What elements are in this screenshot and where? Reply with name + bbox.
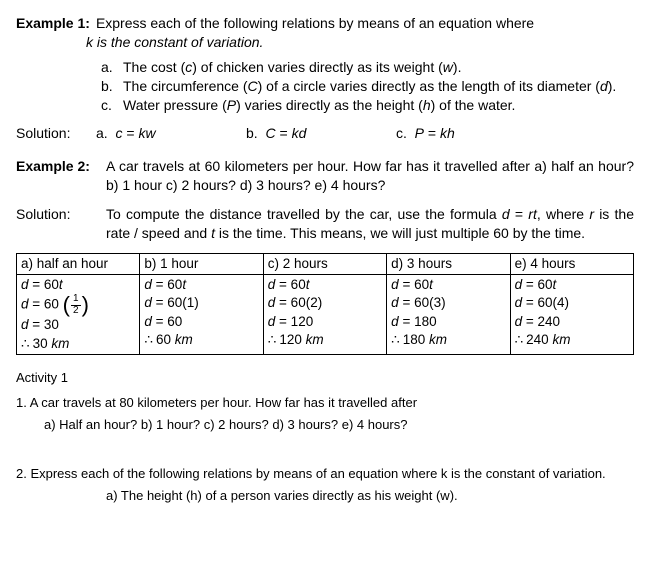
calc-line: d = 60t [391,276,505,294]
example-2-label: Example 2: [16,157,106,195]
activity-title: Activity 1 [16,369,634,387]
solution-label: Solution: [16,205,106,243]
table-cell: a) half an hour [17,253,140,274]
col-head: d) 3 hours [391,255,505,273]
solution-2: Solution: To compute the distance travel… [16,205,634,243]
calculation-table: a) half an hour b) 1 hour c) 2 hours d) … [16,253,634,355]
example-2-text: A car travels at 60 kilometers per hour.… [106,157,634,195]
example-1-heading: Example 1: Express each of the following… [16,14,634,33]
list-item: a. The cost (c) of chicken varies direct… [101,58,634,77]
table-cell: d = 60t d = 60(3) d = 180 180 km [387,275,510,355]
col-head: a) half an hour [21,255,135,273]
solution-1: Solution: a. c = kw b. C = kd c. P = kh [16,124,634,143]
calc-answer: 120 km [268,331,382,349]
calc-line: d = 120 [268,313,382,331]
calc-line: d = 60t [268,276,382,294]
table-cell: d = 60t d = 60(1) d = 60 60 km [140,275,263,355]
example-1-subtext: k is the constant of variation. [86,33,634,52]
col-head: b) 1 hour [144,255,258,273]
activity-section: Activity 1 1. A car travels at 80 kilome… [16,369,634,505]
col-head: e) 4 hours [515,255,629,273]
item-letter: c. [101,96,123,115]
item-text: Water pressure (P) varies directly as th… [123,97,515,113]
item-text: The cost (c) of chicken varies directly … [123,59,461,75]
list-item: c. Water pressure (P) varies directly as… [101,96,634,115]
example-2: Example 2: A car travels at 60 kilometer… [16,157,634,195]
calc-line: d = 60(1) [144,294,258,312]
calc-answer: 60 km [144,331,258,349]
calc-answer: 180 km [391,331,505,349]
example-1-label: Example 1: [16,14,96,33]
item-letter: b. [101,77,123,96]
list-item: b. The circumference (C) of a circle var… [101,77,634,96]
example-1-list: a. The cost (c) of chicken varies direct… [101,58,634,115]
solution-part: a. c = kw [96,124,246,143]
example-1-text: Express each of the following relations … [96,14,534,33]
calc-line: d = 60t [144,276,258,294]
activity-q1: 1. A car travels at 80 kilometers per ho… [16,394,634,412]
solution-2-text: To compute the distance travelled by the… [106,205,634,243]
activity-q2: 2. Express each of the following relatio… [16,465,634,483]
calc-line: d = 180 [391,313,505,331]
calc-line: d = 60(3) [391,294,505,312]
calc-line: d = 240 [515,313,629,331]
activity-q1-sub: a) Half an hour? b) 1 hour? c) 2 hours? … [44,416,634,434]
table-cell: d = 60t d = 60 (12) d = 30 30 km [17,275,140,355]
table-cell: d = 60t d = 60(4) d = 240 240 km [510,275,633,355]
table-cell: e) 4 hours [510,253,633,274]
calc-line: d = 30 [21,316,135,334]
calc-line: d = 60 [144,313,258,331]
calc-line: d = 60(4) [515,294,629,312]
calc-line: d = 60t [515,276,629,294]
table-cell: c) 2 hours [263,253,386,274]
solution-label: Solution: [16,124,96,143]
table-cell: b) 1 hour [140,253,263,274]
table-cell: d = 60t d = 60(2) d = 120 120 km [263,275,386,355]
solution-part: b. C = kd [246,124,396,143]
col-head: c) 2 hours [268,255,382,273]
calc-line: d = 60(2) [268,294,382,312]
calc-answer: 240 km [515,331,629,349]
table-cell: d) 3 hours [387,253,510,274]
activity-q2-sub: a) The height (h) of a person varies dir… [106,487,634,505]
calc-line: d = 60t [21,276,135,294]
calc-answer: 30 km [21,335,135,353]
item-letter: a. [101,58,123,77]
calc-line: d = 60 (12) [21,294,135,316]
solution-part: c. P = kh [396,124,546,143]
item-text: The circumference (C) of a circle varies… [123,78,616,94]
